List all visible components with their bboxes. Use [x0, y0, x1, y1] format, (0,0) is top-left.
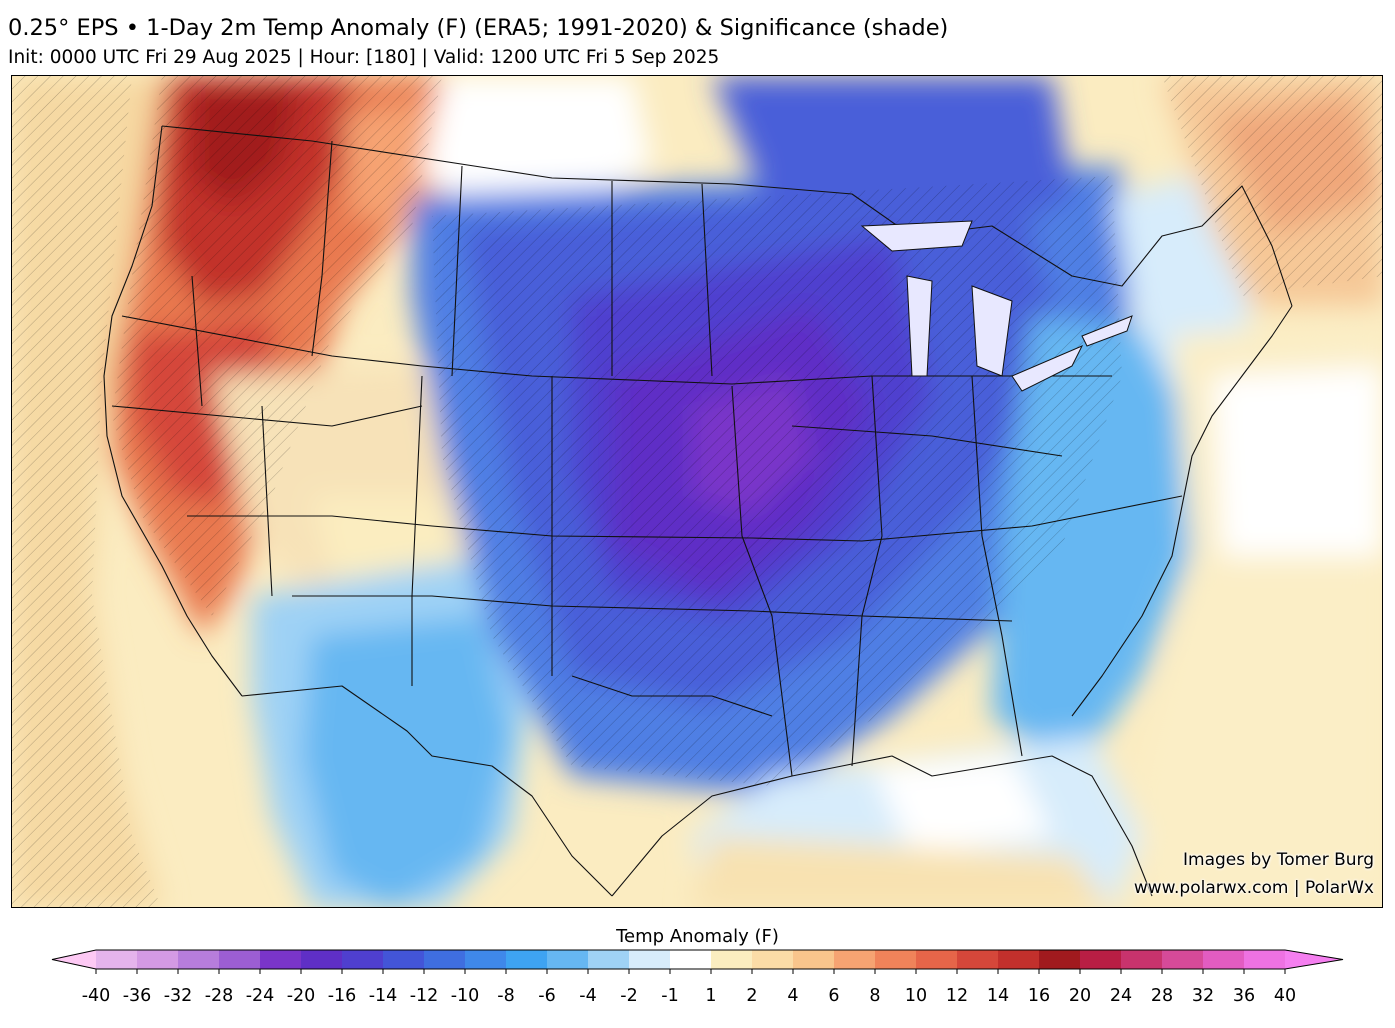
colorbar-tick-label: 28 — [1150, 986, 1174, 1006]
colorbar-swatch — [52, 950, 96, 969]
colorbar-tick-label: -2 — [620, 986, 638, 1006]
colorbar-tick-label: 2 — [746, 986, 758, 1006]
colorbar-swatch — [301, 950, 343, 969]
colorbar-tick-label: 40 — [1273, 986, 1297, 1006]
colorbar-swatch — [629, 950, 671, 969]
colorbar-tick-label: 20 — [1068, 986, 1092, 1006]
significance-hatching-east — [432, 176, 1122, 786]
colorbar-tick-label: 32 — [1191, 986, 1215, 1006]
colorbar-swatch — [383, 950, 425, 969]
colorbar-tick-label: 8 — [869, 986, 881, 1006]
colorbar-tick-label: -10 — [450, 986, 480, 1006]
colorbar-label: Temp Anomaly (F) — [616, 926, 779, 947]
colorbar-swatch — [1162, 950, 1204, 969]
colorbar-tick-label: 1 — [705, 986, 717, 1006]
colorbar-swatch — [424, 950, 466, 969]
colorbar-tick-label: 36 — [1232, 986, 1256, 1006]
colorbar-tick-label: -16 — [327, 986, 357, 1006]
map-subtitle: Init: 0000 UTC Fri 29 Aug 2025 | Hour: [… — [8, 47, 720, 68]
colorbar-swatch — [998, 950, 1040, 969]
great-lakes — [860, 220, 1133, 392]
colorbar-tick-label: -24 — [245, 986, 275, 1006]
colorbar-swatch — [1285, 950, 1343, 969]
colorbar-swatch — [793, 950, 835, 969]
colorbar-swatch — [834, 950, 876, 969]
colorbar-swatch — [260, 950, 302, 969]
colorbar-swatch — [711, 950, 753, 969]
colorbar-tick-label: -32 — [163, 986, 193, 1006]
colorbar-tick-label: -40 — [81, 986, 111, 1006]
colorbar-tick-label: -14 — [368, 986, 398, 1006]
colorbar-tick-label: -4 — [579, 986, 597, 1006]
colorbar-swatch — [670, 950, 712, 969]
credit-website: www.polarwx.com | PolarWx — [1133, 878, 1374, 898]
colorbar-swatch — [1244, 950, 1286, 969]
colorbar-tick-label: -36 — [122, 986, 152, 1006]
colorbar-swatch — [96, 950, 138, 969]
colorbar-swatch — [342, 950, 384, 969]
colorbar-swatch — [178, 950, 220, 969]
colorbar-swatch — [1039, 950, 1081, 969]
colorbar-swatch — [465, 950, 507, 969]
colorbar-tick-label: -1 — [661, 986, 679, 1006]
colorbar-swatch — [1203, 950, 1245, 969]
colorbar-swatch — [137, 950, 179, 969]
colorbar-swatch — [219, 950, 261, 969]
colorbar-swatch — [506, 950, 548, 969]
colorbar-swatch — [547, 950, 589, 969]
colorbar-swatch — [957, 950, 999, 969]
colorbar-tick-label: -8 — [497, 986, 515, 1006]
colorbar-tick-label: 14 — [986, 986, 1010, 1006]
colorbar-tick-label: 24 — [1109, 986, 1133, 1006]
colorbar — [51, 949, 1344, 974]
colorbar-swatch — [875, 950, 917, 969]
map-graphic — [12, 76, 1382, 907]
colorbar-tick-label: 6 — [828, 986, 840, 1006]
significance-hatching-pacific — [12, 76, 162, 907]
colorbar-swatch — [588, 950, 630, 969]
credit-author: Images by Tomer Burg — [1183, 850, 1374, 870]
colorbar-swatch — [916, 950, 958, 969]
map-title: 0.25° EPS • 1-Day 2m Temp Anomaly (F) (E… — [8, 15, 949, 41]
colorbar-swatch — [1080, 950, 1122, 969]
colorbar-tick-label: -20 — [286, 986, 316, 1006]
anomaly-map: Images by Tomer Burg www.polarwx.com | P… — [11, 75, 1383, 908]
colorbar-swatch — [1121, 950, 1163, 969]
colorbar-ticks: -40 -36 -32 -28 -24 -20 -16 -14 -12 -10 -8 -6 -4 -2 -1… — [0, 985, 1395, 1011]
colorbar-swatch — [752, 950, 794, 969]
colorbar-tick-label: 4 — [787, 986, 799, 1006]
colorbar-tick-label: 10 — [904, 986, 928, 1006]
colorbar-tick-label: -12 — [409, 986, 439, 1006]
colorbar-tick-label: 16 — [1027, 986, 1051, 1006]
colorbar-tick-label: -6 — [538, 986, 556, 1006]
significance-hatching-northeast — [1162, 76, 1382, 296]
colorbar-tick-label: 12 — [945, 986, 969, 1006]
colorbar-tick-label: -28 — [204, 986, 234, 1006]
state-borders — [103, 125, 1293, 897]
